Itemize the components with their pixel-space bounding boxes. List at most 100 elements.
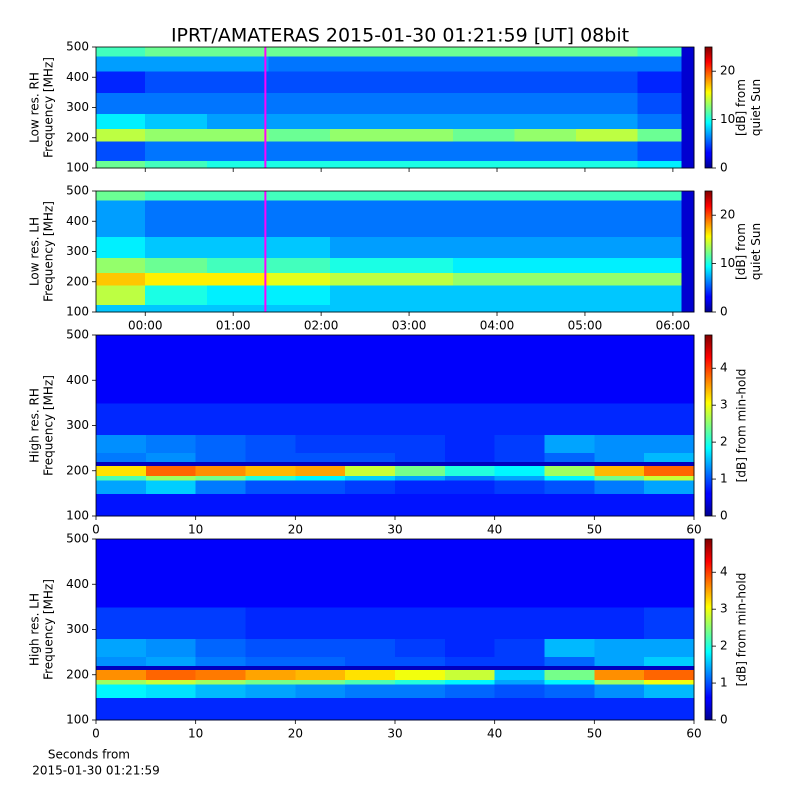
heatmap-cell: [96, 47, 146, 57]
heatmap-cell: [96, 452, 147, 463]
colorbar-tick-label: 4: [720, 565, 728, 579]
heatmap-cell: [145, 92, 208, 115]
y-tick-label: 500: [66, 532, 89, 546]
heatmap-cell: [195, 475, 246, 481]
heatmap-cell: [514, 56, 577, 72]
heatmap-cell: [206, 284, 269, 305]
heatmap-cell: [594, 402, 645, 436]
heatmap-cell: [145, 465, 197, 476]
heatmap-cell: [576, 215, 639, 237]
colorbar: [704, 538, 713, 721]
x-tick-label: 04:00: [480, 319, 515, 333]
heatmap-cell: [145, 665, 197, 670]
colorbar: [704, 334, 713, 517]
heatmap-cell: [576, 304, 639, 313]
heatmap-cell: [681, 47, 695, 57]
x-axis-label: Seconds from: [48, 748, 130, 762]
heatmap-cell: [594, 656, 645, 667]
heatmap-cell: [96, 479, 147, 494]
heatmap-cell: [295, 638, 346, 658]
heatmap-cell: [195, 479, 246, 494]
heatmap-cell: [395, 402, 446, 436]
heatmap-cell: [494, 669, 545, 680]
heatmap-cell: [544, 679, 595, 685]
heatmap-cell: [195, 434, 246, 454]
heatmap-cell: [206, 47, 269, 57]
heatmap-cell: [295, 479, 346, 494]
heatmap-cell: [395, 638, 446, 658]
heatmap-cell: [295, 493, 346, 517]
heatmap-cell: [145, 71, 208, 93]
heatmap-cell: [514, 284, 577, 305]
heatmap-cell: [329, 160, 392, 169]
colorbar-label: quiet Sun: [749, 79, 763, 136]
heatmap-cell: [345, 539, 396, 608]
heatmap-cell: [96, 683, 147, 698]
heatmap-cell: [345, 461, 396, 466]
heatmap-cell: [195, 493, 246, 517]
heatmap-cell: [96, 475, 147, 481]
heatmap-cell: [206, 56, 269, 72]
heatmap-cell: [514, 160, 577, 169]
heatmap-cell: [453, 140, 516, 161]
heatmap-cell: [444, 683, 496, 698]
heatmap-cell: [544, 479, 595, 494]
heatmap-cell: [145, 656, 197, 667]
heatmap-cell: [268, 128, 331, 142]
heatmap-cell: [245, 465, 296, 476]
heatmap-cell: [576, 200, 639, 216]
heatmap-cell: [644, 475, 695, 481]
heatmap-cell: [145, 461, 197, 466]
heatmap-cell: [268, 160, 331, 169]
heatmap-cell: [96, 656, 147, 667]
heatmap-cell: [245, 656, 296, 667]
heatmap-cell: [295, 402, 346, 436]
colorbar-tick-label: 2: [720, 639, 728, 653]
heatmap-cell: [453, 191, 516, 201]
heatmap-cell: [96, 140, 146, 161]
heatmap-cell: [245, 434, 296, 454]
heatmap-cell: [268, 304, 331, 313]
y-axis-label: High res. RH: [28, 388, 42, 463]
colorbar-label: [dB] from min-hold: [735, 573, 749, 687]
heatmap-cell: [681, 304, 695, 313]
heatmap-cell: [576, 140, 639, 161]
heatmap-cell: [295, 539, 346, 608]
heatmap-cell: [145, 493, 197, 517]
y-tick-label: 300: [66, 418, 89, 432]
heatmap-cell: [245, 697, 296, 721]
heatmap-cell: [544, 638, 595, 658]
heatmap-cell: [245, 493, 296, 517]
colorbar-tick-label: 0: [720, 305, 728, 319]
heatmap-cell: [329, 47, 392, 57]
colorbar-tick-label: 3: [720, 602, 728, 616]
heatmap-cell: [453, 47, 516, 57]
heatmap-cell: [345, 683, 396, 698]
heatmap-cell: [245, 665, 296, 670]
heatmap-cell: [329, 140, 392, 161]
heatmap-cell: [514, 257, 577, 274]
heatmap-cell: [514, 236, 577, 259]
heatmap-cell: [295, 475, 346, 481]
heatmap-cell: [195, 679, 246, 685]
y-axis-label: Low res. LH: [28, 217, 42, 286]
heatmap-cell: [395, 697, 446, 721]
heatmap-cell: [145, 539, 197, 608]
heatmap-cell: [681, 191, 695, 201]
heatmap-cell: [268, 191, 331, 201]
heatmap-cell: [544, 434, 595, 454]
heatmap-cell: [391, 215, 454, 237]
heatmap-cell: [145, 160, 208, 169]
heatmap-cell: [268, 56, 331, 72]
heatmap-cell: [329, 304, 392, 313]
heatmap-cell: [295, 465, 346, 476]
heatmap-cell: [395, 665, 446, 670]
heatmap-cell: [345, 656, 396, 667]
heatmap-cell: [637, 200, 683, 216]
heatmap-cell: [345, 669, 396, 680]
y-axis-label: Frequency [MHz]: [42, 201, 56, 302]
heatmap-cell: [195, 638, 246, 658]
colorbar-tick-label: 0: [720, 509, 728, 523]
heatmap-cell: [268, 113, 331, 130]
heatmap-cell: [444, 434, 496, 454]
